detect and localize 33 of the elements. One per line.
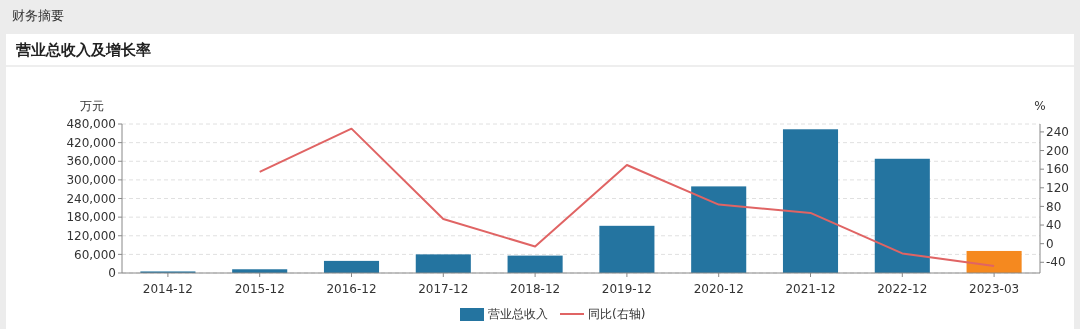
y-tick-label: 240,000 (66, 191, 116, 206)
legend-label: 营业总收入 (488, 307, 548, 321)
y2-tick-label: -40 (1046, 255, 1066, 270)
x-tick-label: 2017-12 (418, 282, 469, 296)
x-tick-label: 2020-12 (693, 282, 744, 296)
x-tick-label: 2023-03 (969, 282, 1020, 296)
y-tick-label: 180,000 (66, 210, 116, 225)
y2-axis-title: % (1034, 99, 1046, 113)
y2-tick-label: 120 (1046, 180, 1069, 195)
y2-tick-label: 200 (1046, 143, 1069, 158)
y-tick-label: 120,000 (66, 228, 116, 243)
x-tick-label: 2014-12 (142, 282, 193, 296)
y-tick-label: 360,000 (66, 154, 116, 169)
y2-tick-label: 80 (1046, 199, 1062, 214)
y-tick-label: 480,000 (66, 117, 116, 132)
y-tick-label: 60,000 (74, 247, 116, 262)
legend-label: 同比(右轴) (588, 307, 646, 321)
y-axis-title: 万元 (80, 99, 104, 113)
y-tick-label: 420,000 (66, 135, 116, 150)
x-tick-label: 2019-12 (601, 282, 652, 296)
x-tick-label: 2015-12 (234, 282, 285, 296)
x-tick-label: 2021-12 (785, 282, 836, 296)
y2-tick-label: 160 (1046, 162, 1069, 177)
y2-tick-label: 40 (1046, 218, 1062, 233)
y2-tick-label: 240 (1046, 125, 1069, 140)
x-tick-label: 2022-12 (877, 282, 928, 296)
x-tick-label: 2016-12 (326, 282, 377, 296)
chart-title: 营业总收入及增长率 (15, 41, 151, 59)
y2-tick-label: 0 (1046, 236, 1054, 251)
text: 财务摘要 (12, 8, 64, 23)
y-tick-label: 300,000 (66, 173, 116, 188)
x-tick-label: 2018-12 (510, 282, 561, 296)
y-tick-label: 0 (108, 266, 116, 281)
